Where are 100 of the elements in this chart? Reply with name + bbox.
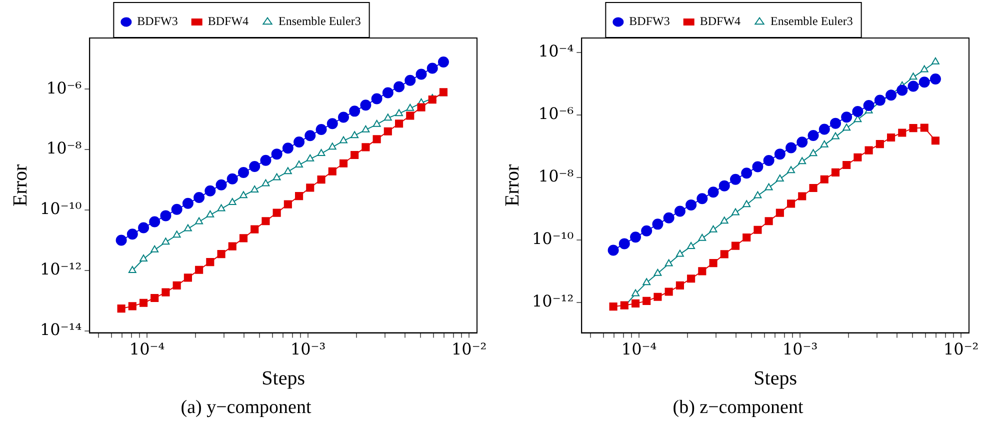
point [709,259,718,268]
point [128,302,136,310]
point [116,234,127,246]
point [217,250,226,258]
point [195,217,204,224]
point [831,168,840,176]
point [326,118,338,130]
point [676,281,684,290]
point [328,142,336,150]
point [328,167,336,176]
point [652,218,664,230]
point [764,183,773,190]
point [150,294,159,302]
point [920,124,928,132]
point [126,228,138,240]
point [228,242,236,250]
point [687,242,696,249]
point [796,136,808,148]
point [842,124,851,131]
y-tick-label: 10⁻⁸ [46,138,82,158]
point [284,200,292,208]
point [406,104,414,111]
point [798,157,806,164]
point [664,288,673,296]
point [820,175,828,184]
point [282,142,294,154]
legend-label: Ensemble Euler3 [278,14,361,28]
point [150,245,159,252]
point [304,130,316,142]
point [271,148,282,160]
point [404,74,416,86]
text: (b) z−component [672,397,804,419]
y-tick-label: 10⁻⁶ [538,104,574,124]
point [709,225,718,232]
point [184,224,192,232]
point [294,136,305,148]
x-tick-label: 10⁻³ [782,340,818,359]
point [809,184,818,192]
point [162,238,170,245]
point [608,244,619,256]
point [228,198,236,205]
point [909,124,918,132]
point [918,76,930,88]
point [360,100,372,111]
point [306,154,314,162]
legend-label: BDFW4 [700,14,741,28]
point [774,148,786,160]
x-tick-label: 10⁻² [943,340,979,359]
point [362,143,370,152]
point [172,281,181,290]
point [631,299,640,308]
point [809,149,818,156]
point [609,302,618,311]
point [272,173,281,180]
point [295,192,304,200]
legend-label: BDFW3 [137,14,178,28]
point [306,184,314,192]
point [741,168,752,179]
point [117,304,126,313]
point [820,140,828,148]
point [763,154,774,166]
point [140,254,148,262]
point [384,127,392,136]
point [382,87,394,98]
x-tick-label: 10⁻⁴ [621,340,657,359]
point [864,146,873,154]
point [787,166,796,174]
point [886,90,897,101]
point [798,192,806,200]
y-tick-label: 10⁻¹⁴ [40,320,82,340]
point [372,135,381,144]
point [162,288,170,296]
x-axis-title: Steps [262,367,306,390]
x-tick-label: 10⁻³ [290,340,326,359]
point [206,258,214,266]
point [808,130,819,142]
point [338,112,349,123]
point [696,193,708,204]
point [908,80,919,92]
legend-label: BDFW4 [208,14,249,28]
point [362,125,370,132]
point [206,210,214,218]
point [618,238,630,250]
point [195,266,204,274]
point [932,57,940,64]
x-tick-label: 10⁻⁴ [129,340,165,359]
point [182,198,194,209]
point [930,74,941,85]
point [149,216,160,228]
point [317,149,326,156]
legend-label: BDFW3 [629,14,670,28]
point [752,161,764,172]
point [674,206,686,217]
point [663,212,674,224]
point [426,62,438,74]
point [339,159,348,168]
point [262,217,270,226]
point [316,124,327,136]
point [171,204,182,215]
y-tick-label: 10⁻¹⁰ [40,199,82,218]
